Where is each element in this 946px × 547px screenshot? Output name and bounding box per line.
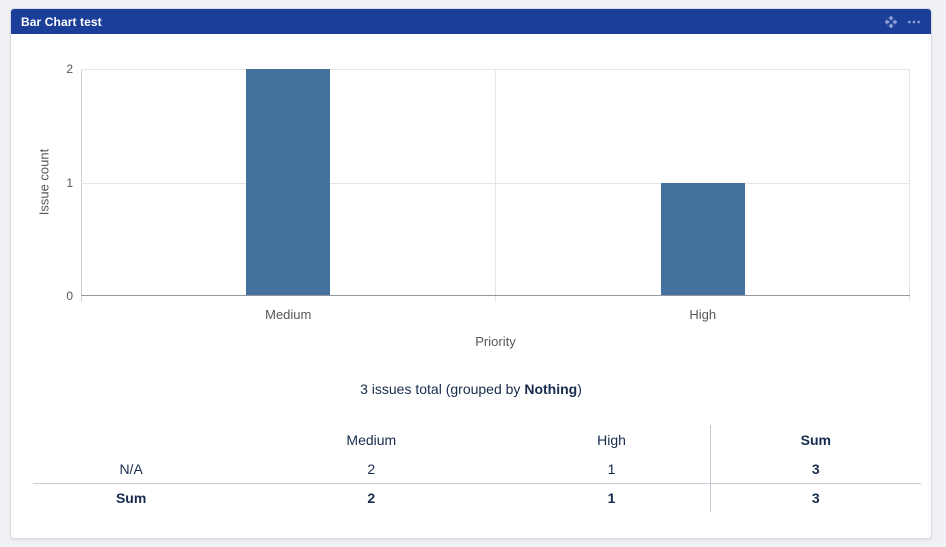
summary-table: Medium High Sum N/A 2 1 3 Sum 2 1 3 (33, 425, 921, 512)
bar-medium[interactable] (246, 69, 331, 295)
cell-sum-medium: 2 (367, 490, 376, 506)
v-gridline (909, 69, 910, 302)
row-label: N/A (119, 460, 143, 477)
summary-group-by: Nothing (524, 381, 578, 397)
cell-na-high: 1 (607, 460, 616, 477)
v-gridline (494, 69, 496, 302)
move-icon-glyph (884, 15, 898, 28)
ellipsis-icon-glyph (908, 20, 920, 23)
cell-na-medium: 2 (367, 460, 376, 477)
h-gridline (81, 69, 910, 70)
h-gridline (81, 182, 910, 184)
x-category-labels: Medium High (81, 307, 910, 323)
x-axis-title: Priority (475, 334, 516, 349)
table-row-na: N/A 2 1 3 (33, 454, 921, 483)
column-header-high: High (597, 431, 626, 448)
y-tick-labels: 0 1 2 (11, 62, 77, 303)
cell-na-sum: 3 (709, 454, 921, 483)
x-category-label-high: High (689, 307, 717, 322)
column-header-medium: Medium (346, 431, 397, 448)
plot-area (81, 69, 910, 302)
y-tick-label: 0 (66, 289, 73, 303)
gadget-header: Bar Chart test (11, 9, 931, 34)
cell-sum-sum: 3 (709, 484, 921, 512)
table-header-row: Medium High Sum (33, 425, 921, 454)
x-axis-line (81, 295, 910, 296)
y-tick-label: 1 (66, 175, 73, 190)
summary-line: 3 issues total (grouped by Nothing) (11, 381, 931, 398)
gadget-title: Bar Chart test (21, 14, 102, 29)
bar-high[interactable] (660, 182, 745, 295)
more-options-icon[interactable] (906, 14, 922, 30)
summary-suffix: ) (577, 381, 582, 397)
column-header-blank (33, 425, 229, 454)
move-icon[interactable] (884, 15, 898, 29)
summary-prefix: 3 issues total (grouped by (360, 381, 525, 397)
column-header-sum: Sum (709, 425, 921, 454)
y-tick-label: 2 (66, 62, 73, 76)
row-label: Sum (115, 490, 147, 506)
y-axis-line (81, 69, 82, 302)
cell-sum-high: 1 (607, 490, 616, 506)
table-row-sum: Sum 2 1 3 (33, 483, 921, 512)
x-category-label-medium: Medium (265, 307, 312, 322)
